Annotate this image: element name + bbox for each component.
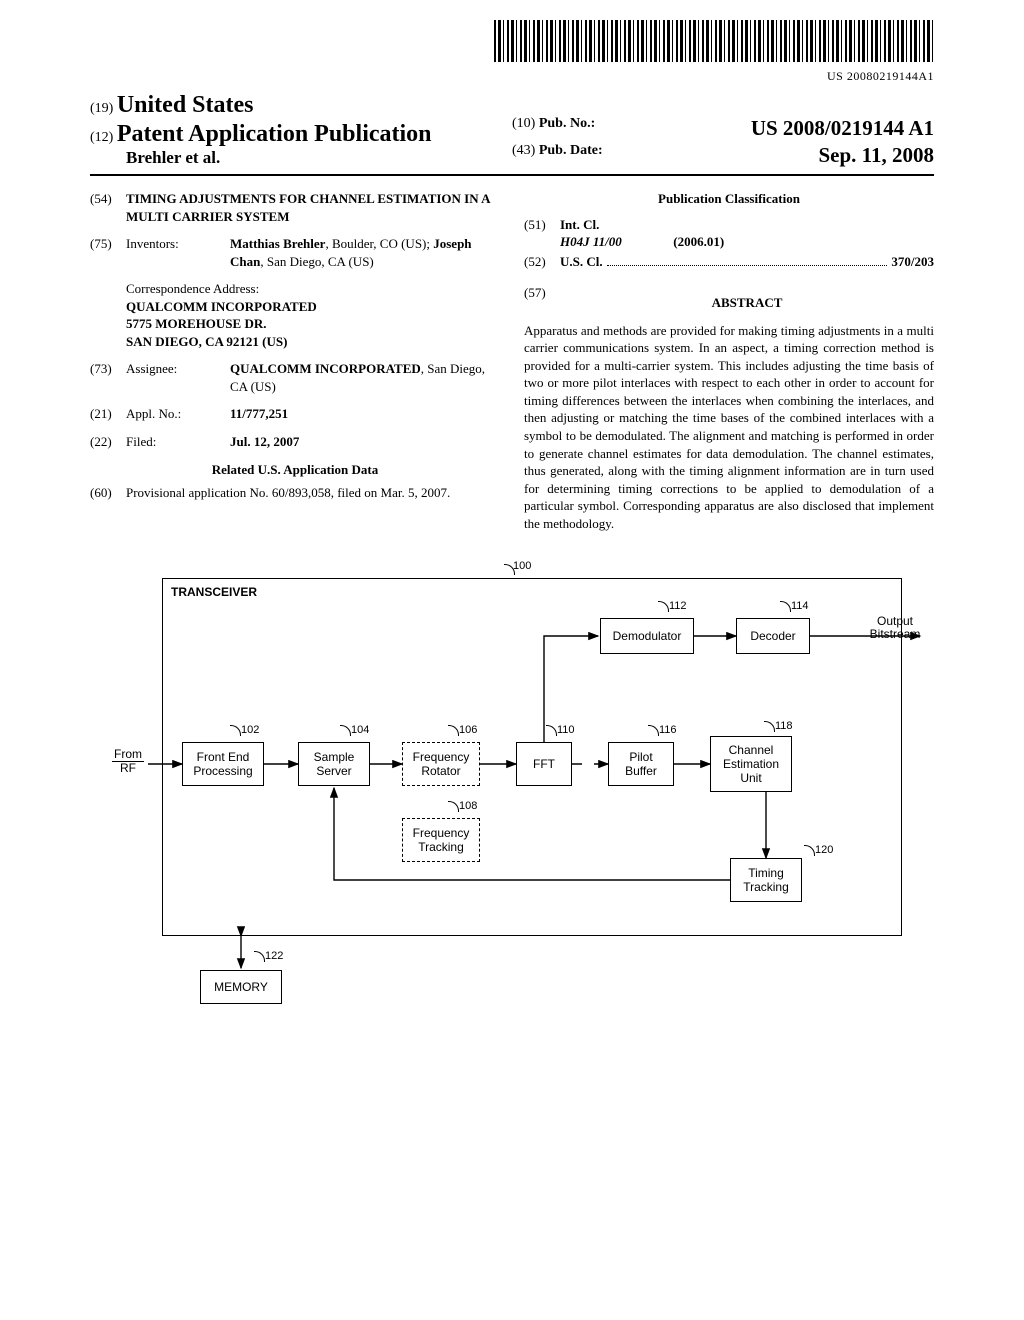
correspondence-street: 5775 MOREHOUSE DR.: [126, 315, 500, 333]
diagram-wires: [102, 560, 922, 1020]
intcl-year: (2006.01): [673, 234, 724, 249]
uscl-label: U.S. Cl.: [560, 253, 603, 271]
invention-title: TIMING ADJUSTMENTS FOR CHANNEL ESTIMATIO…: [126, 190, 500, 225]
applno-label: Appl. No.:: [126, 405, 230, 423]
code-43: (43): [512, 143, 535, 158]
pub-date: Sep. 11, 2008: [818, 143, 934, 168]
pubdate-label: Pub. Date:: [539, 143, 603, 158]
assignee-label: Assignee:: [126, 360, 230, 395]
barcode-text: US 20080219144A1: [90, 69, 934, 84]
figure-diagram: 100 TRANSCEIVER From RF OutputBitstream …: [102, 560, 922, 1020]
code-10: (10): [512, 116, 535, 131]
biblio-columns: (54) TIMING ADJUSTMENTS FOR CHANNEL ESTI…: [90, 190, 934, 532]
related-data-title: Related U.S. Application Data: [90, 461, 500, 479]
related-text: Provisional application No. 60/893,058, …: [126, 484, 500, 502]
dotted-leader: [607, 265, 888, 266]
code-57: (57): [524, 284, 560, 318]
code-75: (75): [90, 235, 126, 270]
inventor-2-loc: , San Diego, CA (US): [260, 254, 373, 269]
code-54: (54): [90, 190, 126, 225]
correspondence-name: QUALCOMM INCORPORATED: [126, 298, 500, 316]
correspondence-city: SAN DIEGO, CA 92121 (US): [126, 333, 500, 351]
applno-value: 11/777,251: [230, 405, 500, 423]
authors: Brehler et al.: [90, 148, 512, 168]
code-73: (73): [90, 360, 126, 395]
code-22: (22): [90, 433, 126, 451]
header: (19) United States (12) Patent Applicati…: [90, 90, 934, 168]
code-60: (60): [90, 484, 126, 502]
code-21: (21): [90, 405, 126, 423]
intcl-code: H04J 11/00: [560, 233, 670, 251]
pub-class-title: Publication Classification: [524, 190, 934, 208]
inventors-value: Matthias Brehler, Boulder, CO (US); Jose…: [230, 235, 500, 270]
filed-label: Filed:: [126, 433, 230, 451]
left-column: (54) TIMING ADJUSTMENTS FOR CHANNEL ESTI…: [90, 190, 500, 532]
country: United States: [117, 92, 254, 118]
right-column: Publication Classification (51) Int. Cl.…: [524, 190, 934, 532]
assignee-name: QUALCOMM INCORPORATED: [230, 361, 421, 376]
code-12: (12): [90, 130, 113, 145]
abstract-text: Apparatus and methods are provided for m…: [524, 322, 934, 533]
inventors-label: Inventors:: [126, 235, 230, 270]
inventor-1-loc: , Boulder, CO (US);: [325, 236, 433, 251]
correspondence-label: Correspondence Address:: [126, 280, 500, 298]
pub-type: Patent Application Publication: [117, 121, 432, 147]
header-rule: [90, 174, 934, 176]
code-19: (19): [90, 101, 113, 116]
code-51: (51): [524, 216, 560, 251]
pub-number: US 2008/0219144 A1: [751, 116, 934, 141]
filed-value: Jul. 12, 2007: [230, 433, 500, 451]
intcl-label: Int. Cl.: [560, 216, 934, 234]
code-52: (52): [524, 253, 560, 271]
abstract-heading: ABSTRACT: [560, 294, 934, 312]
assignee-value: QUALCOMM INCORPORATED, San Diego, CA (US…: [230, 360, 500, 395]
uscl-code: 370/203: [891, 253, 934, 271]
correspondence-block: Correspondence Address: QUALCOMM INCORPO…: [126, 280, 500, 350]
inventor-1-name: Matthias Brehler: [230, 236, 325, 251]
barcode-graphic: [494, 20, 934, 62]
barcode-region: US 20080219144A1: [90, 20, 934, 84]
pubno-label: Pub. No.:: [539, 116, 595, 131]
